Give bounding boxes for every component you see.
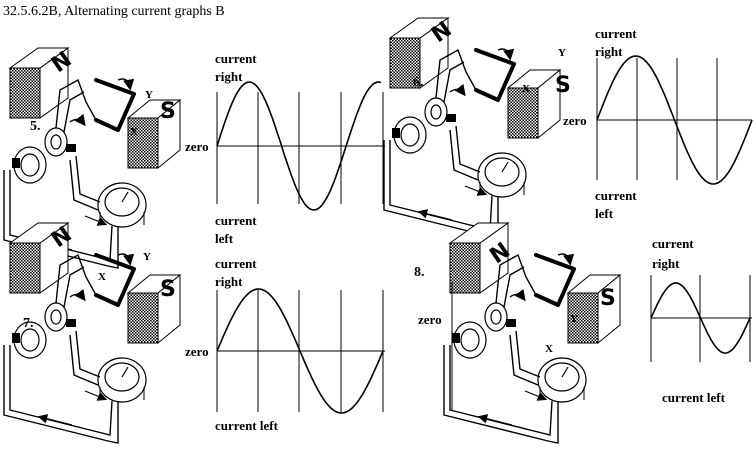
current-right-label-2: right	[595, 44, 623, 59]
current-right-label: current	[595, 26, 637, 41]
panel-number: 8.	[414, 265, 425, 280]
terminal-y-label: Y	[570, 313, 578, 325]
current-left-label-2: left	[215, 231, 234, 246]
panel-5: N S X Y 5. current right zero current le…	[4, 47, 385, 268]
sine-wave	[216, 81, 382, 211]
zero-label: zero	[418, 312, 442, 327]
current-right-label-2: right	[652, 256, 680, 271]
sine-wave	[650, 282, 751, 354]
terminal-y-label: Y	[558, 47, 566, 59]
graph-7	[216, 288, 385, 414]
south-label: S	[555, 73, 571, 98]
current-left-label: current left	[215, 418, 279, 433]
graph-5	[216, 81, 385, 211]
terminal-x-label: X	[130, 126, 138, 138]
south-label: S	[160, 277, 176, 302]
south-label: S	[600, 286, 616, 311]
graph-8	[650, 275, 752, 362]
panel-8: N S X Y 8. zero current right current le…	[414, 223, 752, 443]
panel-6: N S X Y 6. current right zero current le…	[384, 17, 753, 238]
current-right-label-2: right	[215, 69, 243, 84]
zero-label: zero	[185, 139, 209, 154]
graph-6	[596, 55, 753, 185]
terminal-y-label: Y	[145, 89, 153, 101]
page-title: 32.5.6.2B, Alternating current graphs B	[3, 4, 225, 19]
current-right-label-2: right	[215, 274, 243, 289]
panel-number: 5.	[30, 119, 41, 134]
panel-number: 7.	[23, 316, 34, 331]
current-right-label: current	[215, 256, 257, 271]
current-right-label: current	[215, 51, 257, 66]
terminal-x-label: X	[98, 271, 106, 283]
zero-label: zero	[185, 344, 209, 359]
terminal-x-label: X	[522, 83, 530, 95]
panel-7: N S X Y 7. current right zero current le…	[4, 222, 385, 443]
south-label: S	[160, 99, 176, 124]
current-right-label: current	[652, 236, 694, 251]
sine-wave	[216, 288, 384, 414]
terminal-x-label: X	[545, 343, 553, 355]
current-left-label: current	[215, 213, 257, 228]
terminal-y-label: Y	[143, 251, 151, 263]
panel-number: 6.	[413, 75, 424, 90]
current-left-label: current left	[662, 390, 726, 405]
current-left-label: current	[595, 188, 637, 203]
zero-label: zero	[563, 113, 587, 128]
sine-wave	[596, 55, 753, 185]
current-left-label-2: left	[595, 206, 614, 221]
